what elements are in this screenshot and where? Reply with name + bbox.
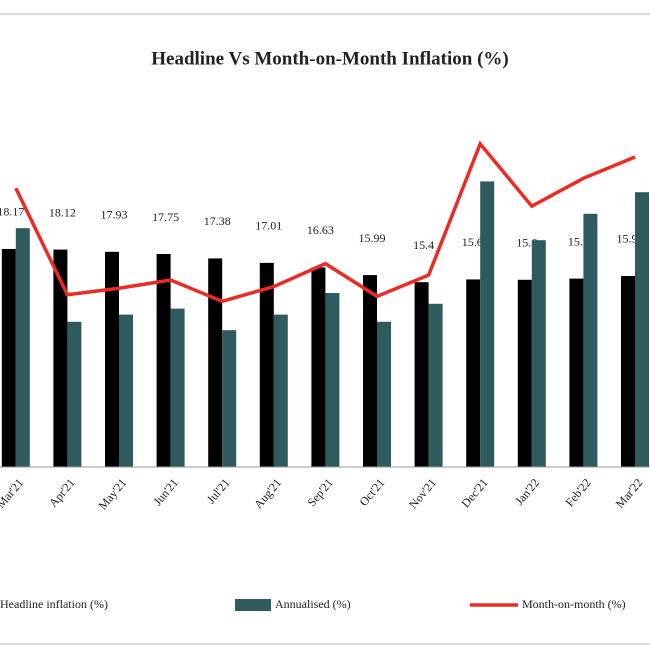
bar [53, 249, 68, 467]
chart-title: Headline Vs Month-on-Month Inflation (%) [151, 48, 509, 69]
legend-label: Annualised (%) [275, 597, 351, 611]
x-tick-label: Dec'21 [458, 476, 490, 511]
bar [583, 213, 598, 467]
bar [480, 181, 495, 467]
x-tick-label: Oct'21 [356, 476, 387, 509]
bar [259, 262, 274, 467]
bar [67, 321, 82, 467]
x-tick-label: Apr'21 [46, 476, 78, 510]
x-tick-label: Mar'22 [613, 476, 646, 511]
data-label: 17.38 [204, 214, 231, 228]
data-label: 17.75 [152, 210, 179, 224]
bar [466, 279, 481, 467]
data-label: 17.93 [101, 208, 128, 222]
bar [325, 293, 340, 467]
legend-label: Month-on-month (%) [522, 597, 626, 611]
x-tick-label: May'21 [95, 476, 129, 513]
bar [105, 251, 119, 467]
bar [170, 308, 185, 467]
legend-swatch [235, 599, 271, 611]
chart-border [0, 13, 650, 645]
bar [273, 314, 288, 467]
bar [119, 314, 133, 467]
bar [531, 240, 546, 467]
x-tick-label: Jul'21 [204, 476, 233, 507]
data-label: 15.4 [413, 238, 434, 252]
x-tick-label: Feb'22 [562, 476, 593, 510]
bar [569, 278, 584, 467]
legend-label: Headline inflation (%) [0, 597, 108, 611]
bar [635, 192, 649, 467]
data-label: 18.12 [49, 205, 76, 219]
line [14, 140, 636, 304]
data-label: 17.01 [255, 219, 282, 233]
x-tick-label: Aug'21 [251, 476, 284, 512]
bar [208, 258, 223, 467]
bar [621, 275, 635, 467]
bar [222, 330, 237, 467]
x-tick-label: Nov'21 [406, 476, 439, 512]
bar [156, 254, 171, 467]
bar [414, 282, 429, 467]
x-tick-label: Jun'21 [150, 476, 181, 509]
x-tick-label: Jan'22 [512, 476, 542, 508]
bar [377, 321, 391, 467]
bar [428, 303, 443, 467]
x-tick-label: Mar'21 [0, 476, 26, 511]
bar [363, 275, 377, 467]
data-label: 16.63 [307, 223, 334, 237]
bar [517, 279, 532, 467]
x-tick-label: Sep'21 [304, 476, 335, 510]
bar [15, 228, 30, 467]
bar [1, 248, 16, 467]
data-label: 18.17 [0, 205, 24, 219]
data-label: 15.99 [359, 231, 386, 245]
bar [311, 267, 326, 467]
